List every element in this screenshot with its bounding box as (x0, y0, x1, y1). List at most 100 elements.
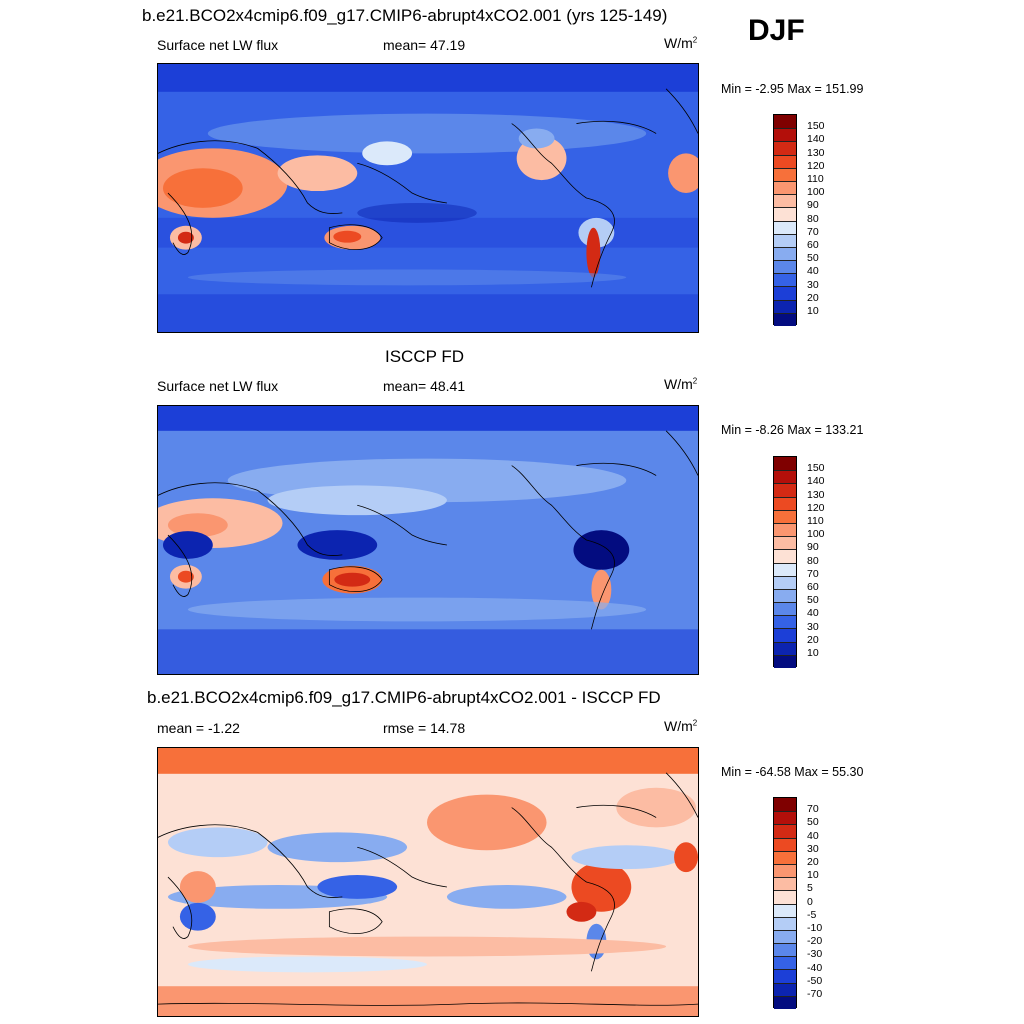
colorbar-swatch (774, 141, 796, 155)
panel2-units: W/m2 (664, 376, 698, 392)
colorbar-tick-label: 20 (807, 633, 819, 646)
colorbar-tick-label: -50 (807, 974, 823, 987)
colorbar-swatch (774, 982, 796, 996)
colorbar-swatch (774, 943, 796, 957)
colorbar-tick-label: 40 (807, 607, 819, 620)
model-lw-flux-map (157, 63, 699, 333)
colorbar-tick-label: 50 (807, 816, 819, 829)
colorbar-tick-label: -10 (807, 922, 823, 934)
colorbar-tick-label: 50 (807, 252, 819, 265)
colorbar-swatch (774, 929, 796, 944)
colorbar-tick-label: 130 (807, 146, 825, 159)
colorbar-swatch (774, 916, 796, 930)
colorbar-swatch (774, 863, 796, 878)
colorbar-swatch (774, 509, 796, 523)
colorbar-tick-label: 50 (807, 594, 819, 607)
colorbar-tick-label: 30 (807, 842, 819, 855)
colorbar-swatch (774, 273, 796, 287)
colorbar-tick-label: 110 (807, 173, 824, 185)
colorbar-tick-label: 20 (807, 291, 819, 304)
colorbar-swatch (774, 995, 796, 1009)
colorbar-tick-label: 140 (807, 133, 825, 146)
colorbar-tick-label: 10 (807, 869, 819, 882)
colorbar-swatch (774, 207, 796, 221)
colorbar-swatch (774, 956, 796, 970)
colorbar-swatch (774, 483, 796, 497)
colorbar-swatch (774, 233, 796, 247)
panel2-colorbar (773, 456, 797, 668)
colorbar-tick-label: 90 (807, 199, 819, 212)
colorbar-swatch (774, 602, 796, 616)
colorbar-swatch (774, 811, 796, 825)
colorbar-swatch (774, 496, 796, 510)
colorbar-tick-label: 60 (807, 239, 819, 251)
colorbar-swatch (774, 615, 796, 629)
colorbar-tick-label: 30 (807, 278, 819, 291)
colorbar-swatch (774, 470, 796, 484)
colorbar-swatch (774, 246, 796, 261)
colorbar-tick-label: 120 (807, 501, 825, 514)
colorbar-swatch (774, 562, 796, 576)
panel3-title: b.e21.BCO2x4cmip6.f09_g17.CMIP6-abrupt4x… (147, 688, 661, 707)
colorbar-tick-label: -30 (807, 948, 823, 961)
colorbar-swatch (774, 457, 796, 471)
colorbar-tick-label: 70 (807, 225, 819, 238)
colorbar-tick-label: 60 (807, 581, 819, 593)
colorbar-swatch (774, 260, 796, 274)
colorbar-swatch (774, 903, 796, 917)
colorbar-swatch (774, 154, 796, 168)
colorbar-swatch (774, 850, 796, 864)
colorbar-swatch (774, 536, 796, 550)
colorbar-swatch (774, 824, 796, 838)
colorbar-swatch (774, 220, 796, 234)
colorbar-swatch (774, 588, 796, 603)
colorbar-swatch (774, 654, 796, 668)
colorbar-tick-label: 5 (807, 882, 813, 895)
colorbar-tick-label: 40 (807, 265, 819, 278)
colorbar-tick-label: 10 (807, 305, 819, 317)
colorbar-tick-label: 140 (807, 475, 825, 488)
colorbar-tick-label: 100 (807, 528, 825, 541)
colorbar-tick-label: 70 (807, 803, 819, 816)
panel1-mean-label: mean= 47.19 (383, 37, 466, 53)
colorbar-tick-label: 80 (807, 554, 819, 567)
colorbar-swatch (774, 969, 796, 983)
colorbar-swatch (774, 877, 796, 891)
panel1-title: b.e21.BCO2x4cmip6.f09_g17.CMIP6-abrupt4x… (142, 6, 668, 25)
colorbar-tick-label: 20 (807, 856, 819, 868)
panel3-map-svg (158, 748, 698, 1016)
colorbar-swatch (774, 837, 796, 851)
panel1-variable-label: Surface net LW flux (157, 37, 279, 53)
colorbar-tick-label: 90 (807, 541, 819, 554)
panel3-units: W/m2 (664, 718, 698, 734)
colorbar-swatch (774, 180, 796, 195)
colorbar-tick-label: -40 (807, 961, 823, 974)
colorbar-swatch (774, 628, 796, 642)
panel2-mean-label: mean= 48.41 (383, 378, 466, 394)
colorbar-tick-label: 30 (807, 620, 819, 633)
colorbar-swatch (774, 128, 796, 142)
panel2-variable-label: Surface net LW flux (157, 378, 279, 394)
panel1-map-svg (158, 64, 698, 332)
difference-map (157, 747, 699, 1017)
colorbar-swatch (774, 299, 796, 313)
colorbar-swatch (774, 167, 796, 181)
colorbar-swatch (774, 286, 796, 300)
colorbar-tick-label: -5 (807, 908, 817, 921)
colorbar-tick-label: 10 (807, 647, 819, 659)
colorbar-swatch (774, 890, 796, 904)
colorbar-tick-label: 80 (807, 212, 819, 225)
obs-lw-flux-map (157, 405, 699, 675)
panel3-mean-label: mean = -1.22 (157, 720, 240, 736)
colorbar-tick-label: 100 (807, 186, 825, 199)
colorbar-swatch (774, 575, 796, 589)
panel2-map-svg (158, 406, 698, 674)
colorbar-swatch (774, 549, 796, 563)
colorbar-swatch (774, 115, 796, 129)
colorbar-tick-label: 150 (807, 462, 825, 475)
colorbar-tick-label: 150 (807, 120, 825, 133)
colorbar-tick-label: 40 (807, 829, 819, 842)
colorbar-tick-label: 70 (807, 567, 819, 580)
colorbar-swatch (774, 194, 796, 208)
